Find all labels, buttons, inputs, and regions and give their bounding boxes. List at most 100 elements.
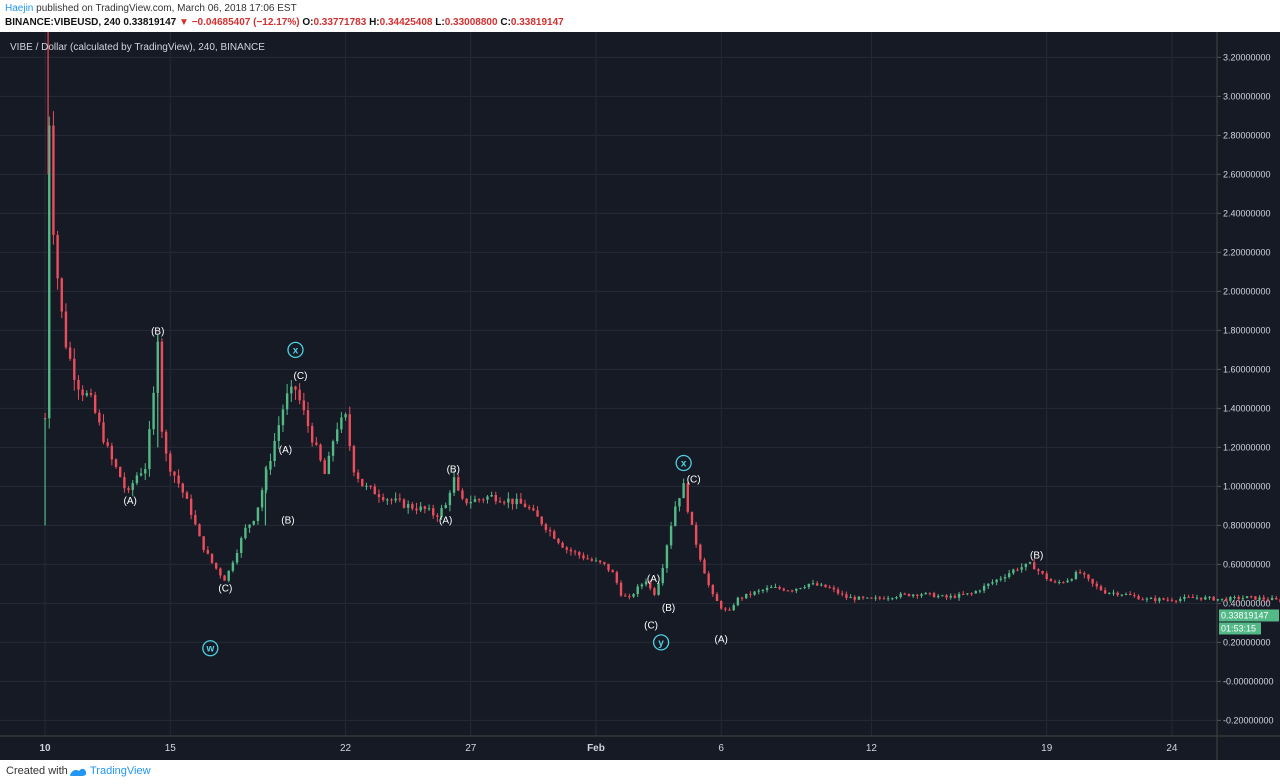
- countdown-badge-text: 01:53:15: [1221, 623, 1256, 633]
- candle-body: [252, 520, 255, 525]
- candle-body: [1003, 577, 1007, 579]
- candle-body: [916, 594, 919, 596]
- price-chart[interactable]: 3.20000000 3.00000000 2.80000000 2.60000000…: [0, 32, 1280, 760]
- candle-body: [557, 538, 560, 543]
- candle-body: [152, 392, 155, 430]
- candle-body: [118, 467, 122, 478]
- candle-body: [1241, 598, 1245, 600]
- candle-body: [1032, 562, 1036, 570]
- candle-body: [987, 583, 990, 586]
- candle-body: [448, 492, 452, 506]
- candle-body: [1066, 580, 1069, 583]
- candle-body: [185, 492, 189, 499]
- candle-body: [799, 588, 802, 590]
- candle-body: [1074, 572, 1078, 580]
- high-label: H:: [369, 17, 380, 28]
- candle-body: [1016, 569, 1019, 571]
- candle-body: [298, 389, 301, 401]
- candle-body: [861, 596, 865, 598]
- candle-body: [1266, 599, 1270, 601]
- candle-body: [548, 530, 552, 532]
- candle-body: [778, 586, 781, 589]
- candle-body: [406, 504, 410, 508]
- candle-body: [81, 389, 84, 396]
- candle-body: [398, 498, 402, 500]
- candle-body: [982, 585, 986, 591]
- candle-body: [1133, 595, 1136, 597]
- candle-body: [482, 499, 485, 501]
- author-link[interactable]: Haejin: [5, 3, 34, 14]
- candle-body: [498, 501, 502, 503]
- candle-body: [1020, 567, 1023, 570]
- candle-body: [135, 475, 139, 484]
- candle-body: [1220, 598, 1224, 600]
- chart-area[interactable]: 3.20000000 3.00000000 2.80000000 2.60000000…: [0, 32, 1280, 760]
- candle-body: [281, 409, 285, 426]
- candle-body: [1149, 598, 1153, 600]
- candle-body: [991, 582, 994, 584]
- y-tick-label: 1.80000000: [1223, 325, 1271, 335]
- candle-body: [102, 422, 105, 443]
- candle-body: [336, 429, 339, 442]
- candle-body: [1195, 597, 1199, 599]
- candle-body: [1270, 597, 1274, 601]
- candle-body: [173, 471, 176, 476]
- wave-label: (B): [281, 515, 294, 526]
- candle-body: [302, 400, 306, 411]
- candle-body: [1212, 596, 1215, 601]
- candle-body: [849, 597, 852, 599]
- candle-body: [457, 477, 460, 491]
- candle-body: [260, 490, 264, 508]
- candle-body: [77, 379, 80, 390]
- x-tick-label: Feb: [587, 743, 605, 754]
- candle-body: [978, 590, 982, 592]
- candle-body: [573, 551, 577, 553]
- candle-body: [1062, 582, 1065, 584]
- candle-body: [594, 560, 598, 562]
- candle-body: [682, 483, 685, 499]
- candle-body: [532, 508, 535, 511]
- candle-body: [486, 496, 489, 500]
- candle-body: [56, 234, 59, 279]
- candle-body: [1262, 597, 1265, 600]
- candle-body: [866, 597, 869, 599]
- candle-body: [1224, 598, 1228, 601]
- low-value: 0.33008800: [444, 17, 498, 28]
- candle-body: [1091, 578, 1094, 584]
- candle-body: [870, 597, 873, 599]
- candle-body: [578, 552, 581, 556]
- candle-body: [1041, 571, 1044, 574]
- wave-circle-label: x: [293, 345, 299, 356]
- candle-body: [807, 583, 811, 588]
- wave-circle: [287, 341, 304, 359]
- candle-body: [477, 499, 481, 501]
- wave-label: (A): [124, 496, 137, 507]
- candle-body: [832, 587, 836, 590]
- x-tick-label: 27: [465, 743, 477, 754]
- candle-body: [1208, 596, 1211, 598]
- candle-body: [786, 590, 790, 592]
- candle-body: [523, 503, 527, 508]
- candle-body: [490, 494, 493, 497]
- tradingview-link[interactable]: TradingView: [90, 765, 151, 777]
- candle-body: [724, 608, 727, 610]
- candle-body: [711, 585, 715, 595]
- candle-body: [1162, 598, 1165, 600]
- candle-body: [949, 595, 952, 598]
- y-tick-label: 3.00000000: [1223, 91, 1271, 101]
- candle-body: [1187, 596, 1190, 598]
- x-tick-label: 15: [165, 743, 177, 754]
- wave-circle: [652, 634, 670, 651]
- candle-body: [144, 469, 147, 474]
- candle-body: [1078, 572, 1082, 574]
- candle-body: [536, 510, 539, 517]
- candle-body: [857, 596, 861, 600]
- candle-body: [665, 545, 669, 569]
- candle-body: [415, 508, 418, 511]
- candle-body: [52, 125, 55, 235]
- candle-body: [452, 477, 456, 493]
- candle-body: [686, 483, 689, 512]
- candle-body: [590, 559, 594, 561]
- candle-body: [1154, 598, 1157, 601]
- wave-label: (C): [294, 371, 308, 382]
